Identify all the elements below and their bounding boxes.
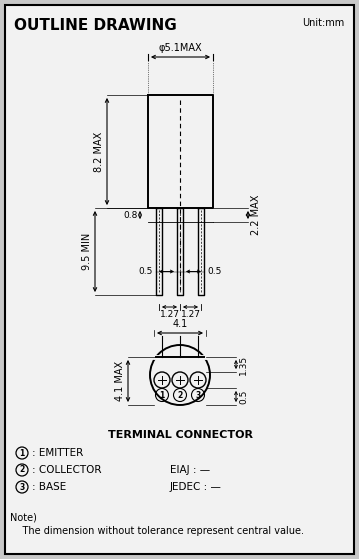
Text: : COLLECTOR: : COLLECTOR	[32, 465, 102, 475]
Text: : EMITTER: : EMITTER	[32, 448, 83, 458]
Text: 4.1 MAX: 4.1 MAX	[115, 361, 125, 401]
Text: 4.1: 4.1	[172, 319, 188, 329]
Text: 1.27: 1.27	[181, 310, 200, 319]
Text: 3: 3	[195, 391, 201, 400]
Text: 8.2 MAX: 8.2 MAX	[94, 131, 104, 172]
Text: 2: 2	[19, 466, 25, 475]
Text: TERMINAL CONNECTOR: TERMINAL CONNECTOR	[107, 430, 252, 440]
Text: : BASE: : BASE	[32, 482, 66, 492]
Text: φ5.1MAX: φ5.1MAX	[158, 43, 202, 53]
Text: OUTLINE DRAWING: OUTLINE DRAWING	[14, 18, 177, 33]
Text: 9.5 MIN: 9.5 MIN	[82, 233, 92, 270]
Text: 0.5: 0.5	[207, 267, 222, 276]
Text: 1: 1	[159, 391, 165, 400]
Text: 1.35: 1.35	[239, 354, 248, 375]
Text: 2.2 MAX: 2.2 MAX	[251, 195, 261, 235]
Text: 0.5: 0.5	[239, 389, 248, 404]
Text: EIAJ : —: EIAJ : —	[170, 465, 210, 475]
Text: The dimension without tolerance represent central value.: The dimension without tolerance represen…	[10, 526, 304, 536]
Text: JEDEC : —: JEDEC : —	[170, 482, 222, 492]
Text: 3: 3	[19, 482, 25, 491]
Text: 2: 2	[177, 391, 183, 400]
Text: Unit:mm: Unit:mm	[302, 18, 344, 28]
Text: 1.27: 1.27	[159, 310, 180, 319]
Text: 1: 1	[19, 448, 25, 457]
Text: Note): Note)	[10, 513, 37, 523]
Text: 0.8: 0.8	[123, 211, 138, 220]
Text: 0.5: 0.5	[139, 267, 153, 276]
